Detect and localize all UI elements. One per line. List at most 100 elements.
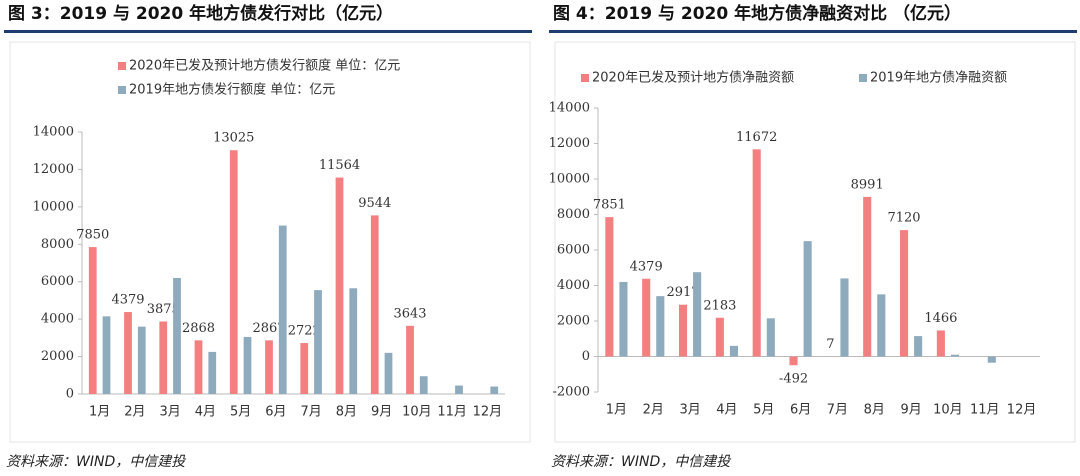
y-tick-label: 6000 <box>41 274 74 289</box>
legend-label: 2020年已发及预计地方债净融资额 <box>592 70 794 86</box>
bar <box>406 325 414 394</box>
legend-swatch <box>859 74 867 82</box>
x-tick-label: 6月 <box>265 405 286 420</box>
title-rule <box>549 30 1077 33</box>
chart-frame <box>554 41 1076 443</box>
data-label: 8991 <box>851 177 884 192</box>
data-label: 3875 <box>147 302 180 317</box>
y-tick-label: 4000 <box>41 312 74 327</box>
bar <box>914 336 923 357</box>
data-label: 2722 <box>288 324 321 339</box>
y-tick-label: 14000 <box>549 101 590 116</box>
legend-label: 2019年地方债发行额度 单位：亿元 <box>129 82 335 98</box>
y-tick-label: 12000 <box>33 162 74 177</box>
data-label: 7850 <box>76 228 109 243</box>
bar <box>490 386 499 394</box>
data-label: 1466 <box>924 311 957 326</box>
bar <box>208 351 217 394</box>
y-tick-label: 2000 <box>41 349 74 364</box>
data-label: 4379 <box>630 259 663 274</box>
bar <box>729 345 739 357</box>
x-tick-label: 3月 <box>679 403 700 418</box>
bar <box>899 230 909 357</box>
data-label: -492 <box>779 372 808 387</box>
y-tick-label: 0 <box>66 387 74 402</box>
legend-swatch <box>118 62 126 70</box>
source: 资料来源：WIND，中信建投 <box>6 454 187 470</box>
x-tick-label: 9月 <box>371 405 392 420</box>
chart-title: 图 3：2019 与 2020 年地方债发行对比（亿元） <box>8 3 393 24</box>
source: 资料来源：WIND，中信建投 <box>551 454 732 470</box>
x-tick-label: 10月 <box>933 403 963 418</box>
bar <box>194 340 203 394</box>
data-label: 11672 <box>736 130 777 145</box>
bar <box>656 296 665 357</box>
bar <box>243 336 252 394</box>
data-label: 7 <box>826 337 834 352</box>
bar <box>803 241 812 357</box>
y-tick-label: 12000 <box>549 136 590 151</box>
x-tick-label: 1月 <box>606 403 627 418</box>
y-tick-label: 8000 <box>557 207 590 222</box>
x-tick-label: 10月 <box>402 405 432 420</box>
x-tick-label: 12月 <box>1007 403 1037 418</box>
legend-swatch <box>581 74 589 82</box>
bar <box>715 317 724 357</box>
bar <box>124 312 132 394</box>
bar <box>789 356 798 366</box>
bar <box>300 343 309 394</box>
x-tick-label: 2月 <box>643 403 664 418</box>
data-label: 7120 <box>887 211 920 226</box>
title-rule <box>4 30 532 33</box>
x-tick-label: 7月 <box>827 403 848 418</box>
y-tick-label: 14000 <box>33 125 74 140</box>
bar <box>335 177 344 394</box>
y-tick-label: -2000 <box>553 385 590 400</box>
x-tick-label: 5月 <box>753 403 774 418</box>
legend-swatch <box>118 86 126 94</box>
bar <box>877 294 886 357</box>
data-label: 3643 <box>393 306 426 321</box>
y-tick-label: 6000 <box>557 243 590 258</box>
x-tick-label: 9月 <box>900 403 921 418</box>
data-label: 13025 <box>213 131 254 146</box>
data-label: 2917 <box>666 285 699 300</box>
bar <box>987 356 996 363</box>
bar <box>88 247 97 394</box>
x-tick-label: 7月 <box>300 405 321 420</box>
x-tick-label: 11月 <box>970 403 1000 418</box>
bar <box>265 340 273 394</box>
bar <box>642 278 651 357</box>
x-tick-label: 12月 <box>473 405 503 420</box>
bar <box>314 290 322 394</box>
data-label: 2868 <box>182 321 215 336</box>
bar <box>102 316 111 394</box>
data-label: 11564 <box>319 158 360 173</box>
bar <box>455 385 463 394</box>
bar <box>936 330 945 357</box>
legend-label: 2019年地方债净融资额 <box>870 70 1007 86</box>
data-label: 9544 <box>358 196 391 211</box>
x-tick-label: 6月 <box>790 403 811 418</box>
bar <box>863 196 872 357</box>
y-tick-label: 4000 <box>557 278 590 293</box>
bar <box>173 277 181 394</box>
bar <box>840 278 849 357</box>
data-label: 2183 <box>703 298 736 313</box>
bar <box>619 281 628 357</box>
data-label: 2867 <box>252 321 285 336</box>
y-tick-label: 10000 <box>33 199 74 214</box>
y-tick-label: 0 <box>582 349 590 364</box>
bar <box>693 272 702 357</box>
chart-title: 图 4：2019 与 2020 年地方债净融资对比 （亿元） <box>553 3 961 24</box>
bar <box>766 318 775 357</box>
bar <box>159 321 168 394</box>
bar <box>370 215 379 394</box>
data-label: 4379 <box>111 293 144 308</box>
bar <box>349 288 358 394</box>
bar <box>605 217 614 357</box>
bar <box>137 326 146 394</box>
bar <box>229 150 238 394</box>
bar <box>678 304 688 357</box>
